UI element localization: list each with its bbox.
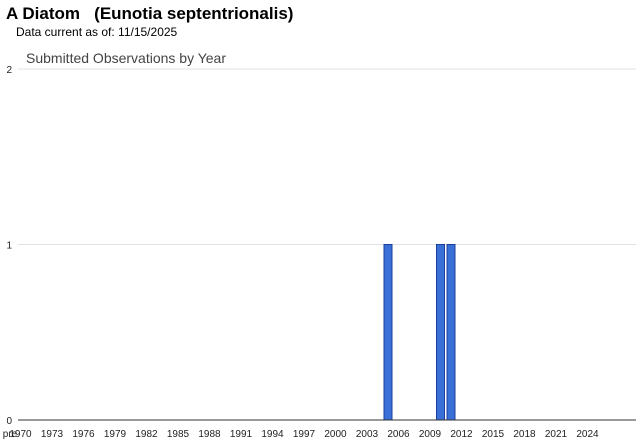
x-tick-label: pre — [3, 429, 18, 440]
x-tick-label: 2009 — [419, 429, 442, 440]
y-tick-label: 0 — [6, 416, 12, 427]
x-tick-label: 1979 — [104, 429, 127, 440]
grid-lines — [18, 68, 636, 245]
data-date-subtitle: Data current as of: 11/15/2025 — [16, 25, 178, 39]
x-tick-label: 1991 — [230, 429, 253, 440]
x-tick-label: 1973 — [41, 429, 64, 440]
x-tick-label: 2018 — [513, 429, 536, 440]
bars — [383, 244, 456, 421]
x-tick-label: 2021 — [545, 429, 568, 440]
x-tick-label: 1988 — [198, 429, 221, 440]
x-tick-label: 1997 — [293, 429, 316, 440]
y-tick-labels: 0 1 2 — [6, 65, 12, 427]
x-tick-label: 2012 — [450, 429, 473, 440]
x-tick-label: 2024 — [576, 429, 599, 440]
x-tick-label: 2003 — [356, 429, 379, 440]
page-title: A Diatom (Eunotia septentrionalis) — [6, 4, 294, 23]
x-tick-label: 1976 — [72, 429, 95, 440]
x-tick-label: 2000 — [324, 429, 347, 440]
x-tick-label: 1970 — [9, 429, 32, 440]
bar-2011 — [446, 244, 456, 421]
x-tick-label: 2015 — [482, 429, 505, 440]
x-tick-label: 2006 — [387, 429, 410, 440]
x-tick-label: 1982 — [135, 429, 158, 440]
chart-title: Submitted Observations by Year — [26, 50, 226, 66]
y-tick-label: 2 — [6, 65, 12, 76]
bar-2010 — [436, 244, 445, 421]
x-tick-label: 1994 — [261, 429, 284, 440]
bar-2005 — [383, 244, 393, 421]
x-tick-label: 1985 — [167, 429, 190, 440]
y-tick-label: 1 — [6, 241, 12, 252]
